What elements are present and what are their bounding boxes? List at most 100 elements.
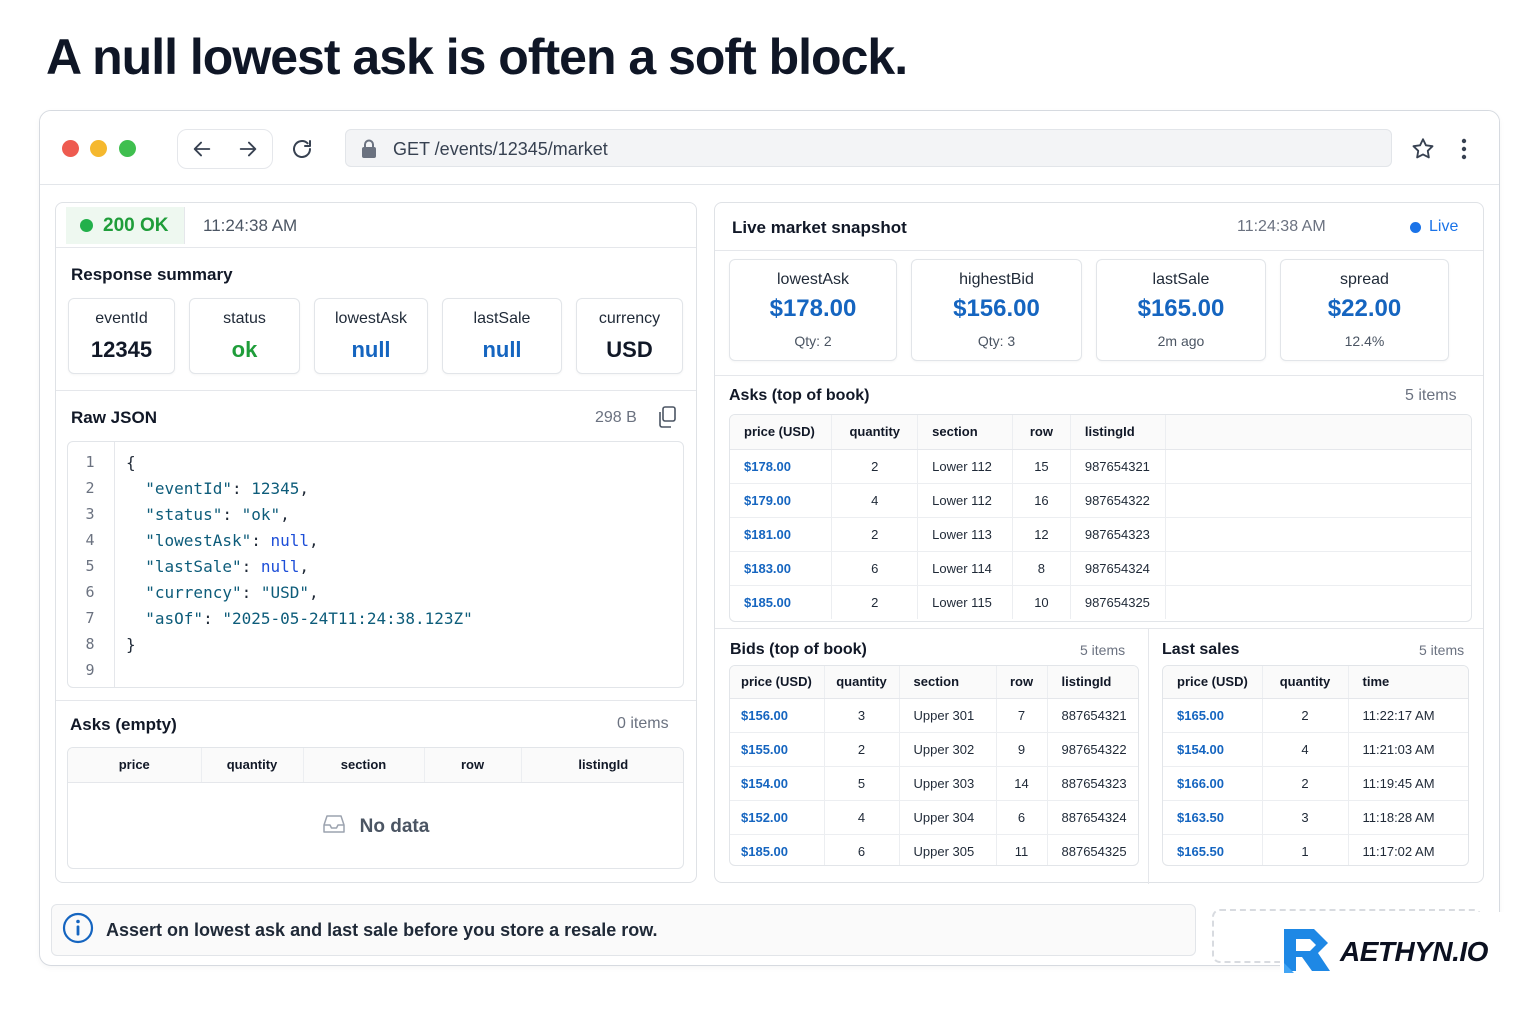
metric-label: highestBid xyxy=(959,271,1034,288)
json-line: } xyxy=(126,635,136,654)
json-line: "status": "ok", xyxy=(145,505,290,524)
summary-card-currency: currency USD xyxy=(576,298,683,374)
back-arrow-icon[interactable] xyxy=(184,131,220,167)
table-row[interactable]: $155.00 2 Upper 302 9 987654322 xyxy=(730,732,1138,767)
summary-label: lowestAsk xyxy=(334,310,408,327)
table-row[interactable]: $156.00 3 Upper 301 7 887654321 xyxy=(730,698,1138,733)
reload-icon[interactable] xyxy=(284,131,320,167)
live-dot-icon xyxy=(1410,221,1421,233)
column-header[interactable]: price (USD) xyxy=(1163,666,1263,699)
response-panel: 200 OK 11:24:38 AM Response summary even… xyxy=(55,202,697,883)
browser-window: GET /events/12345/market 200 OK 11:24:38… xyxy=(39,110,1500,966)
column-header[interactable]: price (USD) xyxy=(730,666,825,699)
cell-row: 10 xyxy=(1012,585,1071,619)
copy-icon[interactable] xyxy=(657,406,677,433)
page-headline: A null lowest ask is often a soft block. xyxy=(46,29,908,85)
metric-sub: 2m ago xyxy=(1157,333,1205,349)
bookmark-star-icon[interactable] xyxy=(1410,136,1436,167)
metric-value: $22.00 xyxy=(1327,295,1402,322)
metric-card-lastsale: lastSale $165.00 2m ago xyxy=(1096,259,1266,361)
table-row[interactable]: $166.00 2 11:19:45 AM xyxy=(1163,766,1468,801)
cell-quantity: 4 xyxy=(831,483,919,518)
cell-section: Upper 304 xyxy=(899,800,997,835)
cell-spacer xyxy=(1165,585,1471,619)
cell-listingid: 887654323 xyxy=(1047,766,1138,801)
json-key: "lowestAsk" xyxy=(145,531,252,550)
address-bar[interactable]: GET /events/12345/market xyxy=(345,129,1392,167)
nav-button-group xyxy=(177,129,273,169)
divider xyxy=(715,375,1483,376)
column-header[interactable]: row xyxy=(424,748,522,783)
bids-book-title: Bids (top of book) xyxy=(730,641,867,658)
cell-time: 11:21:03 AM xyxy=(1348,732,1468,767)
cell-listingid: 987654324 xyxy=(1070,551,1166,586)
column-header[interactable]: price xyxy=(68,748,202,783)
table-row[interactable]: $152.00 4 Upper 304 6 887654324 xyxy=(730,800,1138,835)
cell-quantity: 6 xyxy=(824,834,900,865)
cell-section: Lower 114 xyxy=(917,551,1013,586)
table-row[interactable]: $165.00 2 11:22:17 AM xyxy=(1163,698,1468,733)
table-header-row: price (USD) quantity time xyxy=(1163,666,1468,699)
json-line: "eventId": 12345, xyxy=(145,479,310,498)
more-menu-icon[interactable] xyxy=(1456,136,1472,167)
cell-spacer xyxy=(1165,483,1471,518)
cell-listingid: 887654324 xyxy=(1047,800,1138,835)
column-header[interactable]: listingId xyxy=(521,748,683,783)
forward-arrow-icon[interactable] xyxy=(230,131,266,167)
table-row[interactable]: $181.00 2 Lower 113 12 987654323 xyxy=(730,517,1471,552)
maximize-window-dot[interactable] xyxy=(119,140,136,157)
table-row[interactable]: $179.00 4 Lower 112 16 987654322 xyxy=(730,483,1471,518)
column-header[interactable]: price (USD) xyxy=(730,415,833,450)
json-open-brace: { xyxy=(126,453,136,472)
column-header[interactable]: listingId xyxy=(1047,666,1138,699)
table-row[interactable]: $163.50 3 11:18:28 AM xyxy=(1163,800,1468,835)
cell-price: $179.00 xyxy=(730,483,833,518)
summary-card-lastsale: lastSale null xyxy=(442,298,562,374)
cell-spacer xyxy=(1165,449,1471,484)
close-window-dot[interactable] xyxy=(62,140,79,157)
column-header[interactable]: section xyxy=(899,666,997,699)
column-header[interactable]: time xyxy=(1348,666,1468,699)
json-value: "2025-05-24T11:24:38.123Z" xyxy=(222,609,473,628)
column-header[interactable]: quantity xyxy=(201,748,304,783)
json-key: "currency" xyxy=(145,583,242,602)
cell-price: $152.00 xyxy=(730,800,825,835)
cell-quantity: 2 xyxy=(1262,698,1349,733)
json-line: { xyxy=(126,453,136,472)
column-header[interactable]: row xyxy=(1012,415,1071,450)
json-value: null xyxy=(260,557,300,576)
address-url: GET /events/12345/market xyxy=(393,139,608,159)
column-header[interactable]: section xyxy=(303,748,425,783)
json-line: "lastSale": null, xyxy=(145,557,310,576)
table-row[interactable]: $154.00 4 11:21:03 AM xyxy=(1163,732,1468,767)
table-row[interactable]: $185.00 2 Lower 115 10 987654325 xyxy=(730,585,1471,619)
cell-quantity: 2 xyxy=(831,449,919,484)
column-header[interactable]: section xyxy=(917,415,1013,450)
table-row[interactable]: $183.00 6 Lower 114 8 987654324 xyxy=(730,551,1471,586)
column-header[interactable]: row xyxy=(996,666,1048,699)
summary-card-lowestask: lowestAsk null xyxy=(314,298,428,374)
cell-quantity: 2 xyxy=(1262,766,1349,801)
divider xyxy=(56,700,696,701)
column-header[interactable]: quantity xyxy=(1262,666,1349,699)
cell-price: $185.00 xyxy=(730,585,833,619)
minimize-window-dot[interactable] xyxy=(90,140,107,157)
cell-section: Upper 302 xyxy=(899,732,997,767)
cell-spacer xyxy=(1165,551,1471,586)
json-value: "ok" xyxy=(241,505,281,524)
raw-json-viewer: 1 2 3 4 5 6 7 8 9 { "eventId": 12345, "s… xyxy=(67,441,684,688)
table-header-row: price quantity section row listingId xyxy=(68,748,683,783)
line-number-gutter: 1 2 3 4 5 6 7 8 9 xyxy=(68,442,115,687)
column-header[interactable]: listingId xyxy=(1070,415,1166,450)
asks-empty-table: price quantity section row listingId No … xyxy=(67,747,684,869)
json-key: "status" xyxy=(145,505,223,524)
column-header[interactable]: quantity xyxy=(824,666,900,699)
cell-price: $166.00 xyxy=(1163,766,1263,801)
table-row[interactable]: $178.00 2 Lower 112 15 987654321 xyxy=(730,449,1471,484)
logo-mark-icon xyxy=(1280,923,1334,982)
table-row[interactable]: $154.00 5 Upper 303 14 887654323 xyxy=(730,766,1138,801)
json-value: null xyxy=(270,531,310,550)
table-row[interactable]: $165.50 1 11:17:02 AM xyxy=(1163,834,1468,865)
table-row[interactable]: $185.00 6 Upper 305 11 887654325 xyxy=(730,834,1138,865)
column-header[interactable]: quantity xyxy=(831,415,919,450)
